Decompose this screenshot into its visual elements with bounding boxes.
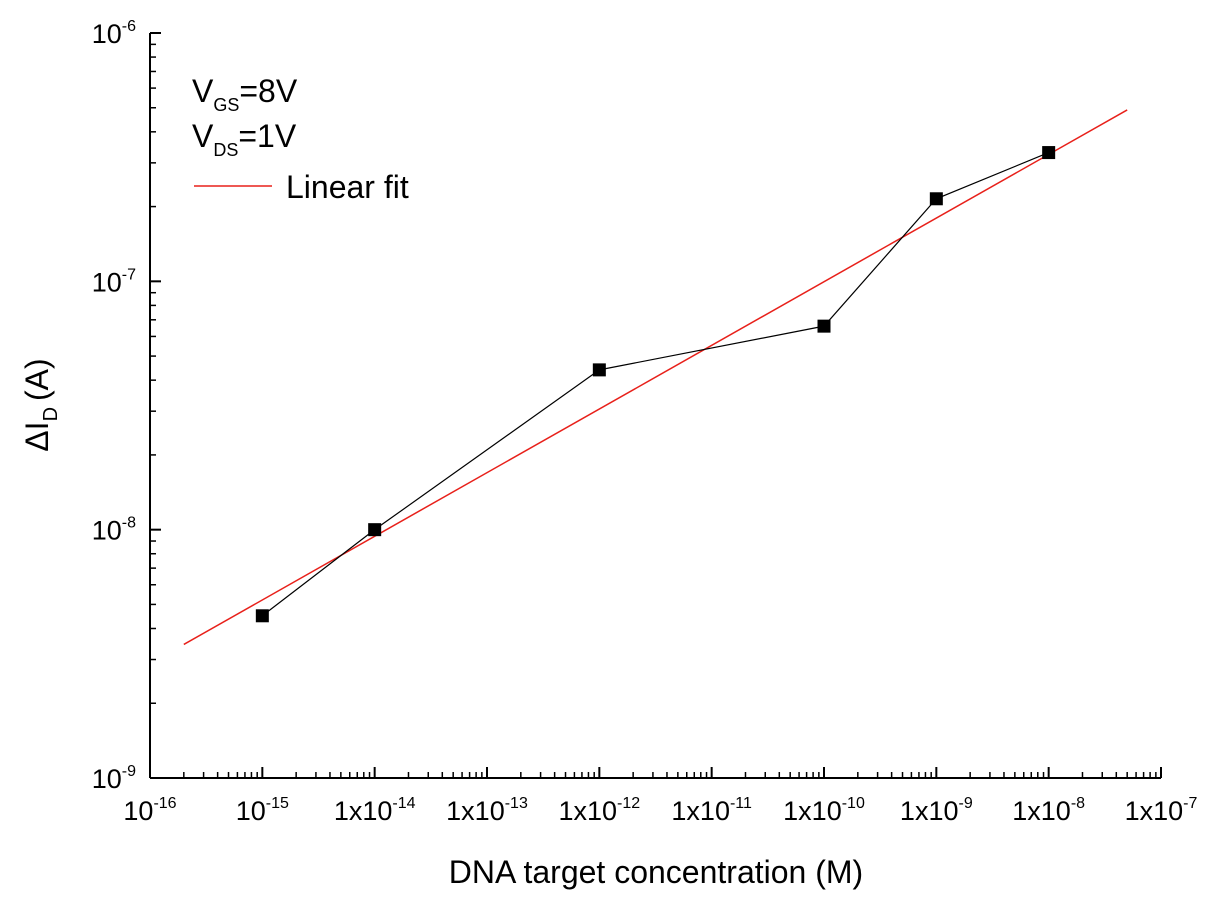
data-point [817, 319, 831, 333]
legend-vgs-sub: GS [213, 95, 239, 115]
y-axis-title-main: ΔI [19, 421, 55, 451]
x-tick-label: 1x10-9 [900, 795, 973, 826]
legend-vds-rest: =1V [238, 118, 296, 154]
axes [149, 33, 1161, 779]
x-tick-label: 10-16 [123, 795, 176, 826]
y-axis-title-unit: (A) [19, 358, 55, 401]
data-point [1042, 146, 1056, 160]
y-axis-title: ΔID (A) [19, 358, 62, 451]
data-point [255, 609, 269, 623]
data-point [368, 523, 382, 537]
x-tick-label: 1x10-14 [334, 795, 416, 826]
legend-fit-label: Linear fit [286, 169, 409, 205]
x-tick-label: 1x10-11 [671, 795, 752, 826]
tick-labels: 10-16 10-15 1x10-14 1x10-13 1x10-12 1x10-11 1x… [92, 18, 1198, 826]
legend-vds-sub: DS [213, 140, 238, 160]
x-axis-title: DNA target concentration (M) [449, 854, 863, 890]
x-tick-label: 1x10-8 [1012, 795, 1085, 826]
y-tick-label: 10-8 [92, 515, 136, 546]
legend-vgs-main: V [192, 73, 214, 109]
y-tick-label: 10-9 [92, 763, 136, 794]
series-layer [255, 146, 1056, 623]
y-tick-label: 10-7 [92, 266, 136, 297]
data-point [929, 192, 943, 206]
data-point [592, 363, 606, 377]
legend-vgs-rest: =8V [239, 73, 297, 109]
x-tick-label: 1x10-10 [783, 795, 865, 826]
y-axis-title-sub: D [40, 407, 62, 421]
legend-vds-main: V [192, 118, 214, 154]
x-tick-label: 1x10-13 [446, 795, 528, 826]
legend: VGS=8V VDS=1V Linear fit [192, 73, 409, 205]
x-tick-label: 1x10-12 [558, 795, 640, 826]
y-tick-label: 10-6 [92, 18, 136, 49]
series-line [261, 152, 1049, 617]
legend-vgs: VGS=8V [192, 73, 298, 115]
x-tick-label: 1x10-7 [1125, 795, 1198, 826]
ticks [149, 32, 1162, 779]
x-tick-label: 10-15 [236, 795, 289, 826]
legend-vds: VDS=1V [192, 118, 297, 160]
